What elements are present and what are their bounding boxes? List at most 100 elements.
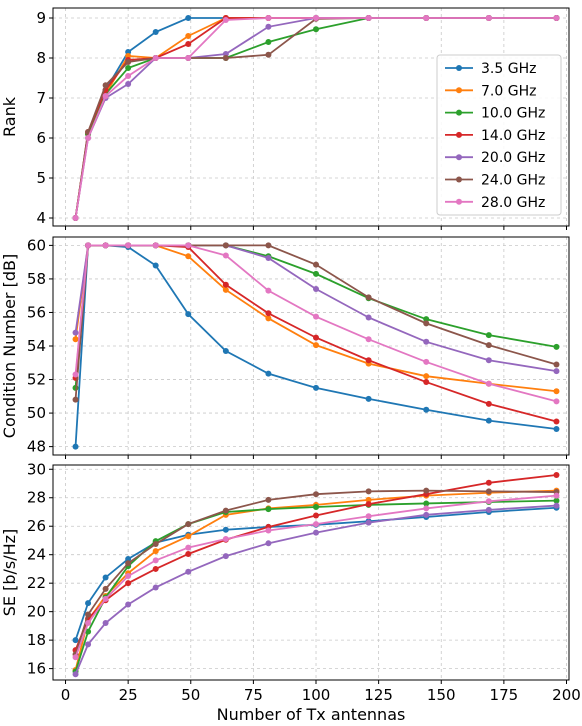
data-point <box>125 242 132 249</box>
x-tick-label: 125 <box>364 686 393 704</box>
data-point <box>185 311 192 318</box>
data-point <box>313 26 320 33</box>
data-point <box>485 506 492 513</box>
data-point <box>365 513 372 520</box>
y-tick-label: 22 <box>27 574 46 592</box>
data-point <box>102 585 109 592</box>
data-point <box>265 51 272 58</box>
legend-item: 14.0 GHz <box>445 128 545 144</box>
legend-item: 10.0 GHz <box>445 106 545 122</box>
data-point <box>423 316 430 323</box>
data-point <box>152 262 159 269</box>
data-point <box>423 511 430 518</box>
x-tick-label: 175 <box>490 686 519 704</box>
data-point <box>485 400 492 407</box>
data-point <box>185 15 192 21</box>
series-28-0-ghz <box>72 242 560 405</box>
data-point <box>222 286 229 293</box>
x-tick-label: 0 <box>61 686 71 704</box>
data-point <box>85 620 92 627</box>
legend-label: 3.5 GHz <box>481 61 536 77</box>
data-point <box>152 565 159 572</box>
x-tick-label: 100 <box>302 686 331 704</box>
data-point <box>313 491 320 498</box>
legend-item: 24.0 GHz <box>445 173 545 189</box>
data-point <box>265 287 272 294</box>
data-point <box>265 23 272 30</box>
data-point <box>553 343 560 350</box>
x-tick-label: 50 <box>181 686 200 704</box>
legend-label: 14.0 GHz <box>481 128 545 144</box>
legend-label: 7.0 GHz <box>481 83 536 99</box>
data-point <box>125 573 132 580</box>
data-point <box>553 388 560 395</box>
x-tick-label: 75 <box>244 686 263 704</box>
data-point <box>102 82 109 89</box>
y-tick-label: 56 <box>27 303 46 321</box>
y-tick-label: 18 <box>27 631 46 649</box>
data-point <box>265 315 272 322</box>
data-point <box>125 59 132 65</box>
y-tick-label: 58 <box>27 270 46 288</box>
legend-label: 24.0 GHz <box>481 173 545 189</box>
data-point <box>485 332 492 339</box>
data-point <box>365 357 372 364</box>
data-point <box>72 336 79 343</box>
data-point <box>222 17 229 23</box>
spectral-efficiency-panel: 0 25 50 75 100 125 150 175 200 16 18 20 22 24 26 28 30 SE… <box>0 460 581 704</box>
data-point <box>185 533 192 540</box>
data-point <box>553 426 560 433</box>
data-point <box>125 601 132 608</box>
data-point <box>365 496 372 503</box>
data-point <box>313 313 320 320</box>
data-point <box>485 380 492 387</box>
legend-swatch-marker <box>456 87 462 94</box>
data-point <box>152 29 159 35</box>
data-point <box>313 521 320 528</box>
data-point <box>423 379 430 386</box>
data-point <box>102 620 109 627</box>
data-point <box>313 15 320 21</box>
data-point <box>185 568 192 575</box>
data-point <box>152 242 159 249</box>
data-point <box>365 294 372 301</box>
y-tick-label: 20 <box>27 603 46 621</box>
data-point <box>313 342 320 349</box>
y-axis-label: SE [b/s/Hz] <box>0 529 19 617</box>
data-point <box>553 15 560 21</box>
y-tick-label: 26 <box>27 517 46 535</box>
y-tick-label: 28 <box>27 489 46 507</box>
data-point <box>553 368 560 375</box>
data-point <box>102 93 109 99</box>
data-point <box>72 396 79 403</box>
data-point <box>185 253 192 260</box>
legend-item: 28.0 GHz <box>445 195 545 211</box>
y-tick-label: 16 <box>27 660 46 678</box>
data-point <box>185 544 192 551</box>
data-point <box>125 555 132 562</box>
data-point <box>185 55 192 61</box>
y-tick-label: 30 <box>27 460 46 478</box>
data-point <box>265 242 272 249</box>
legend-swatch-marker <box>456 154 462 161</box>
data-point <box>102 242 109 249</box>
data-point <box>265 15 272 21</box>
data-point <box>185 33 192 39</box>
data-point <box>72 671 79 678</box>
data-point <box>423 15 430 21</box>
data-point <box>485 15 492 21</box>
data-point <box>265 506 272 513</box>
legend-label: 10.0 GHz <box>481 106 545 122</box>
data-point <box>72 215 79 221</box>
legend-item: 7.0 GHz <box>445 83 536 99</box>
data-point <box>85 641 92 648</box>
y-tick-label: 50 <box>27 404 46 422</box>
data-point <box>85 600 92 607</box>
data-point <box>313 270 320 277</box>
data-point <box>265 310 272 317</box>
legend-swatch-marker <box>456 109 462 116</box>
data-point <box>185 41 192 47</box>
data-point <box>222 526 229 533</box>
data-point <box>553 497 560 504</box>
